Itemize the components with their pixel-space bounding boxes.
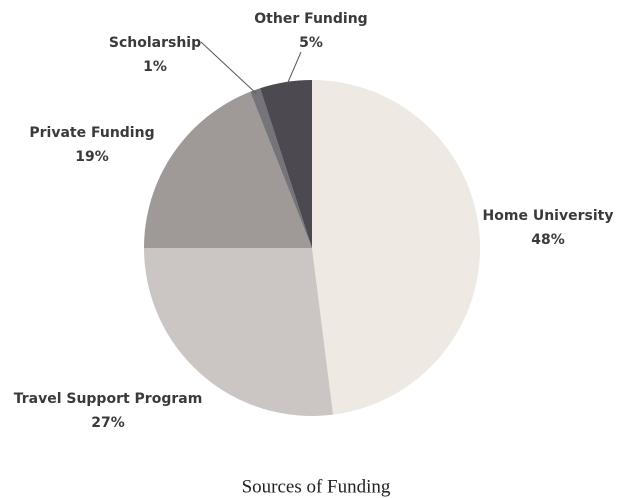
slice-label: Scholarship [109, 35, 201, 51]
slice-value-label: 27% [91, 415, 125, 431]
slice-label: Travel Support Program [14, 391, 203, 407]
pie-slice [144, 91, 312, 249]
pie-slice [260, 80, 312, 248]
leader-line [200, 41, 257, 95]
slice-label: Private Funding [29, 125, 154, 141]
slice-label: Home University [483, 208, 614, 224]
slice-value-label: 48% [531, 232, 565, 248]
slice-label: Other Funding [254, 11, 367, 27]
pie-slice [250, 88, 312, 248]
pie-slice [144, 248, 334, 416]
chart-title: Sources of Funding [242, 476, 391, 497]
slice-value-label: 1% [143, 59, 167, 75]
pie-slice [312, 80, 480, 415]
slice-value-label: 5% [299, 35, 323, 51]
leader-line [285, 51, 302, 87]
slice-value-label: 19% [75, 149, 109, 165]
